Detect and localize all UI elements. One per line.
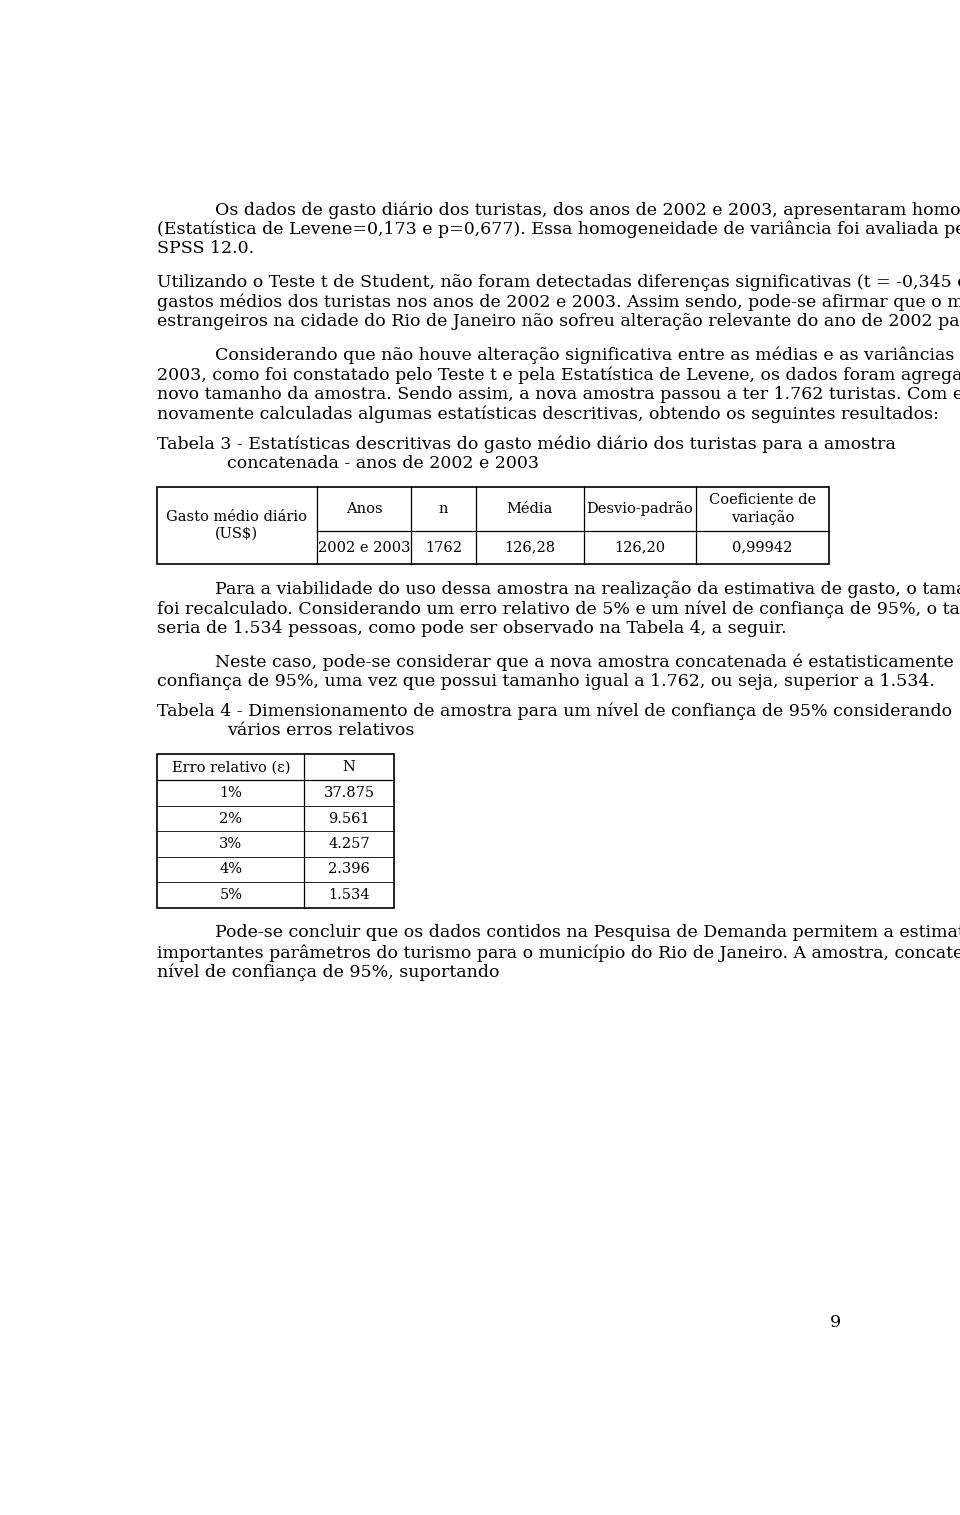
Text: 3%: 3% — [219, 836, 242, 851]
Text: 2%: 2% — [219, 812, 242, 826]
Text: 4.257: 4.257 — [328, 836, 370, 851]
Text: Pode-se concluir que os dados contidos na Pesquisa de Demanda permitem a estimat: Pode-se concluir que os dados contidos n… — [215, 924, 960, 941]
Text: concatenada - anos de 2002 e 2003: concatenada - anos de 2002 e 2003 — [227, 454, 539, 471]
Text: Considerando que não houve alteração significativa entre as médias e as variânci: Considerando que não houve alteração sig… — [215, 347, 960, 364]
Text: Gasto médio diário
(US$): Gasto médio diário (US$) — [166, 511, 307, 541]
Text: foi recalculado. Considerando um erro relativo de 5% e um nível de confiança de : foi recalculado. Considerando um erro re… — [157, 600, 960, 618]
Text: nível de confiança de 95%, suportando: nível de confiança de 95%, suportando — [157, 964, 500, 982]
Bar — [157, 754, 394, 907]
Text: vários erros relativos: vários erros relativos — [227, 723, 415, 739]
Text: estrangeiros na cidade do Rio de Janeiro não sofreu alteração relevante do ano d: estrangeiros na cidade do Rio de Janeiro… — [157, 314, 960, 330]
Text: 9.561: 9.561 — [328, 812, 370, 826]
Text: Coeficiente de
variação: Coeficiente de variação — [708, 494, 816, 524]
Text: 0,99942: 0,99942 — [732, 541, 793, 554]
Text: Anos: Anos — [346, 501, 382, 517]
Text: gastos médios dos turistas nos anos de 2002 e 2003. Assim sendo, pode-se afirmar: gastos médios dos turistas nos anos de 2… — [157, 294, 960, 311]
Text: 2.396: 2.396 — [328, 862, 370, 876]
Text: N: N — [343, 761, 355, 774]
Text: Tabela 4 - Dimensionamento de amostra para um nível de confiança de 95% consider: Tabela 4 - Dimensionamento de amostra pa… — [157, 703, 952, 720]
Text: Tabela 3 - Estatísticas descritivas do gasto médio diário dos turistas para a am: Tabela 3 - Estatísticas descritivas do g… — [157, 435, 896, 453]
Text: 37.875: 37.875 — [324, 786, 374, 800]
Text: Utilizando o Teste t de Student, não foram detectadas diferenças significativas : Utilizando o Teste t de Student, não for… — [157, 274, 960, 291]
Text: importantes parâmetros do turismo para o município do Rio de Janeiro. A amostra,: importantes parâmetros do turismo para o… — [157, 944, 960, 962]
Text: 126,20: 126,20 — [614, 541, 665, 554]
Bar — [157, 486, 829, 564]
Text: Média: Média — [507, 501, 553, 517]
Text: Desvio-padrão: Desvio-padrão — [587, 501, 693, 517]
Text: 2002 e 2003: 2002 e 2003 — [318, 541, 410, 554]
Text: 9: 9 — [829, 1315, 841, 1332]
Text: novo tamanho da amostra. Sendo assim, a nova amostra passou a ter 1.762 turistas: novo tamanho da amostra. Sendo assim, a … — [157, 386, 960, 403]
Text: SPSS 12.0.: SPSS 12.0. — [157, 241, 254, 258]
Text: Erro relativo (ε): Erro relativo (ε) — [172, 761, 290, 774]
Text: 4%: 4% — [219, 862, 242, 876]
Text: Para a viabilidade do uso dessa amostra na realização da estimativa de gasto, o : Para a viabilidade do uso dessa amostra … — [215, 580, 960, 598]
Text: novamente calculadas algumas estatísticas descritivas, obtendo os seguintes resu: novamente calculadas algumas estatística… — [157, 406, 939, 423]
Text: 1762: 1762 — [425, 541, 462, 554]
Text: 126,28: 126,28 — [504, 541, 555, 554]
Text: 1.534: 1.534 — [328, 888, 370, 901]
Text: Os dados de gasto diário dos turistas, dos anos de 2002 e 2003, apresentaram hom: Os dados de gasto diário dos turistas, d… — [215, 201, 960, 218]
Text: 2003, como foi constatado pelo Teste t e pela Estatística de Levene, os dados fo: 2003, como foi constatado pelo Teste t e… — [157, 367, 960, 383]
Text: Neste caso, pode-se considerar que a nova amostra concatenada é estatisticamente: Neste caso, pode-se considerar que a nov… — [215, 653, 960, 671]
Text: (Estatística de Levene=0,173 e p=0,677). Essa homogeneidade de variância foi ava: (Estatística de Levene=0,173 e p=0,677).… — [157, 221, 960, 238]
Text: seria de 1.534 pessoas, como pode ser observado na Tabela 4, a seguir.: seria de 1.534 pessoas, como pode ser ob… — [157, 620, 787, 636]
Text: 1%: 1% — [220, 786, 242, 800]
Text: confiança de 95%, uma vez que possui tamanho igual a 1.762, ou seja, superior a : confiança de 95%, uma vez que possui tam… — [157, 673, 935, 689]
Text: n: n — [439, 501, 448, 517]
Text: 5%: 5% — [219, 888, 242, 901]
